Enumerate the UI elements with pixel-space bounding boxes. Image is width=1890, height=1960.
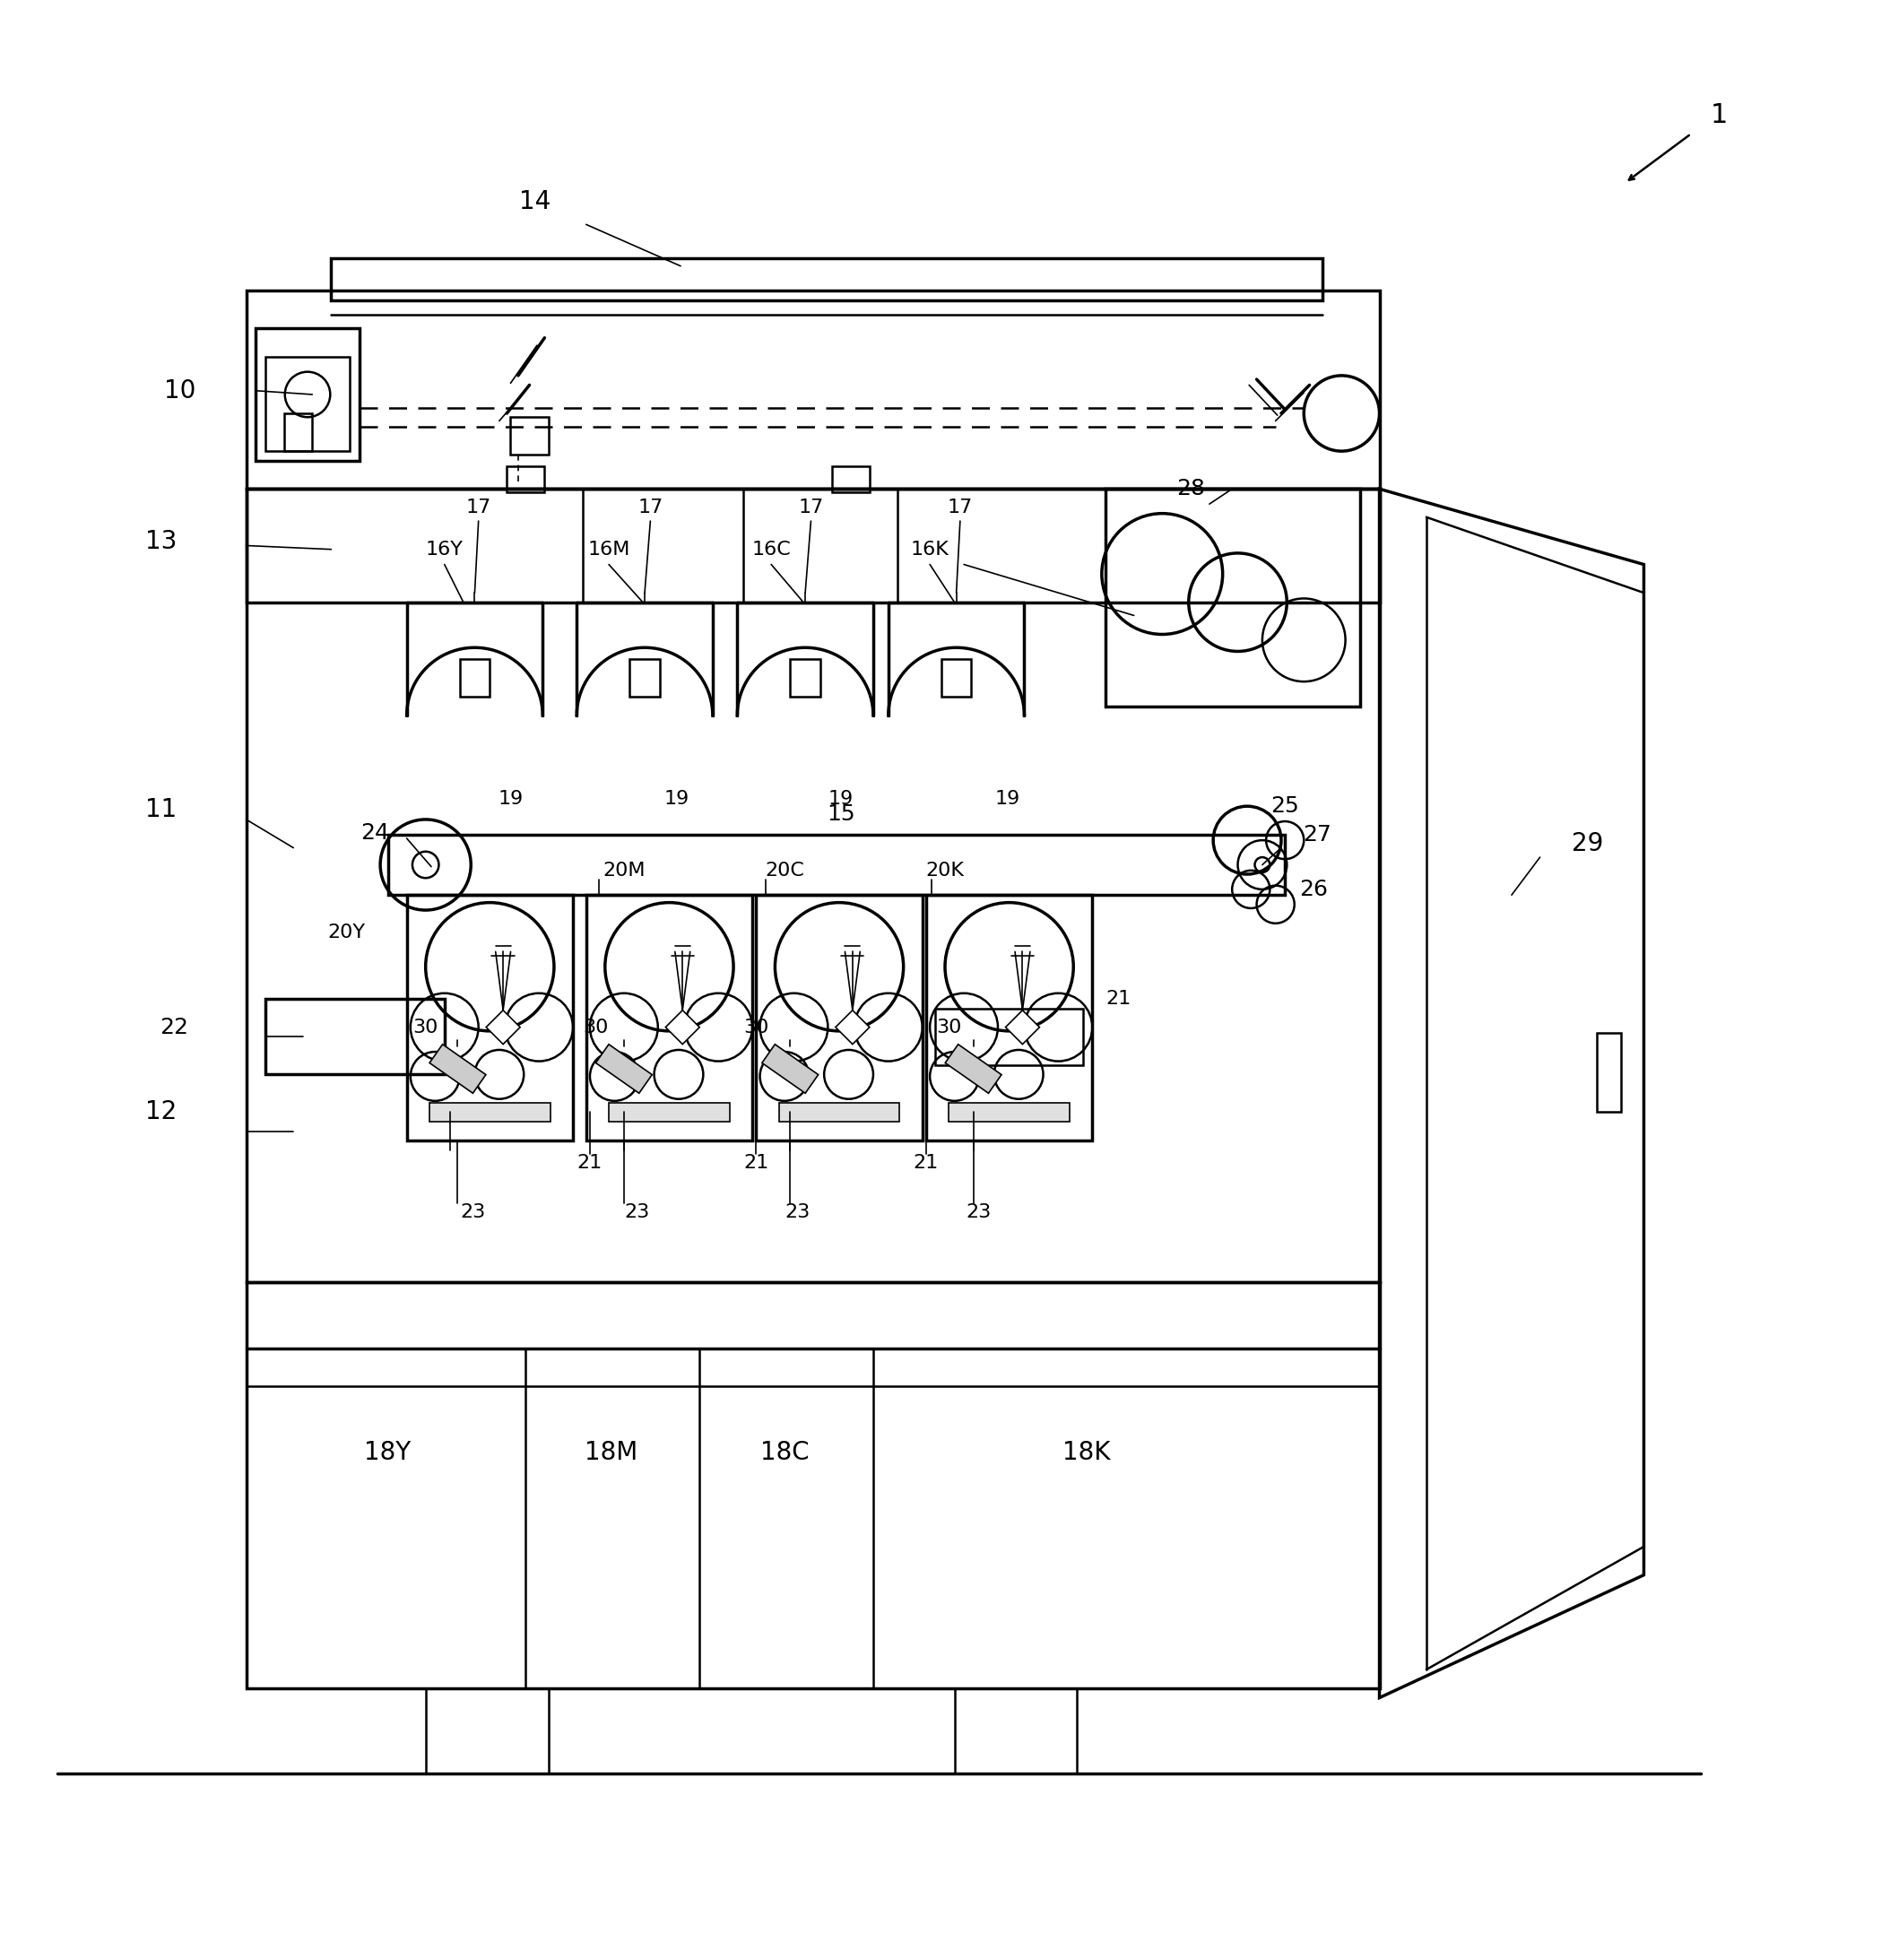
Polygon shape: [835, 1009, 869, 1045]
Bar: [507, 466, 544, 492]
Text: 23: 23: [624, 1203, 650, 1221]
Bar: [255, 329, 359, 461]
Text: 12: 12: [146, 1100, 178, 1125]
Text: 18K: 18K: [1062, 1441, 1111, 1464]
Text: 17: 17: [637, 500, 663, 517]
Bar: [387, 835, 1285, 896]
Bar: [586, 896, 752, 1141]
Bar: [629, 659, 660, 696]
Text: 20K: 20K: [926, 862, 964, 880]
Text: 16M: 16M: [588, 541, 629, 559]
Text: 19: 19: [663, 790, 690, 808]
Text: 24: 24: [361, 821, 389, 843]
Text: 19: 19: [828, 790, 854, 808]
Bar: [790, 659, 820, 696]
Bar: [429, 1103, 550, 1121]
Text: 16K: 16K: [911, 541, 949, 559]
Polygon shape: [1005, 1009, 1040, 1045]
Text: 22: 22: [161, 1017, 189, 1039]
Polygon shape: [429, 1045, 486, 1094]
Text: 30: 30: [582, 1019, 609, 1037]
Bar: [331, 259, 1323, 300]
Bar: [425, 1688, 548, 1774]
Text: 20C: 20C: [765, 862, 803, 880]
Bar: [265, 1000, 444, 1074]
Text: 19: 19: [994, 790, 1021, 808]
Text: 27: 27: [1302, 823, 1331, 845]
Text: 16Y: 16Y: [425, 541, 463, 559]
Bar: [756, 896, 922, 1141]
Bar: [510, 417, 548, 455]
Text: 17: 17: [798, 500, 824, 517]
Text: 15: 15: [828, 804, 856, 825]
Text: 30: 30: [936, 1019, 962, 1037]
Text: 18M: 18M: [584, 1441, 637, 1464]
Polygon shape: [945, 1045, 1002, 1094]
Bar: [246, 1282, 1380, 1688]
Text: 17: 17: [947, 500, 973, 517]
Text: 1: 1: [1710, 102, 1727, 127]
Bar: [954, 1688, 1077, 1774]
Bar: [936, 1007, 1083, 1064]
Bar: [265, 357, 350, 451]
Bar: [246, 488, 1380, 602]
Polygon shape: [1380, 488, 1644, 1697]
Bar: [246, 488, 1380, 1282]
Bar: [246, 290, 1380, 488]
Bar: [779, 1103, 900, 1121]
Text: 29: 29: [1571, 831, 1603, 857]
Text: 23: 23: [784, 1203, 811, 1221]
Text: 21: 21: [743, 1154, 769, 1172]
Text: 18C: 18C: [760, 1441, 809, 1464]
Bar: [459, 659, 490, 696]
Polygon shape: [486, 1009, 520, 1045]
Text: 16C: 16C: [752, 541, 790, 559]
Text: 18Y: 18Y: [365, 1441, 412, 1464]
Bar: [949, 1103, 1070, 1121]
Polygon shape: [762, 1045, 818, 1094]
Bar: [1597, 1033, 1622, 1111]
Text: 21: 21: [1106, 990, 1132, 1007]
Text: 25: 25: [1270, 796, 1298, 817]
Polygon shape: [665, 1009, 699, 1045]
Text: 20Y: 20Y: [327, 923, 365, 941]
Text: 26: 26: [1298, 878, 1327, 900]
Text: 13: 13: [146, 529, 178, 555]
Text: 10: 10: [164, 378, 197, 404]
Bar: [832, 466, 869, 492]
Text: 28: 28: [1176, 478, 1206, 500]
Text: 19: 19: [497, 790, 524, 808]
Text: 11: 11: [146, 798, 178, 823]
Bar: [941, 659, 971, 696]
Bar: [926, 896, 1092, 1141]
Polygon shape: [595, 1045, 652, 1094]
Text: 21: 21: [913, 1154, 939, 1172]
Text: 30: 30: [412, 1019, 438, 1037]
Text: 30: 30: [743, 1019, 769, 1037]
Text: 21: 21: [576, 1154, 603, 1172]
Text: 23: 23: [459, 1203, 486, 1221]
Bar: [284, 414, 312, 451]
Bar: [1106, 488, 1361, 706]
Bar: [609, 1103, 730, 1121]
Text: 20M: 20M: [603, 862, 644, 880]
Text: 17: 17: [465, 500, 491, 517]
Text: 23: 23: [966, 1203, 992, 1221]
Bar: [406, 896, 573, 1141]
Text: 14: 14: [520, 190, 552, 214]
